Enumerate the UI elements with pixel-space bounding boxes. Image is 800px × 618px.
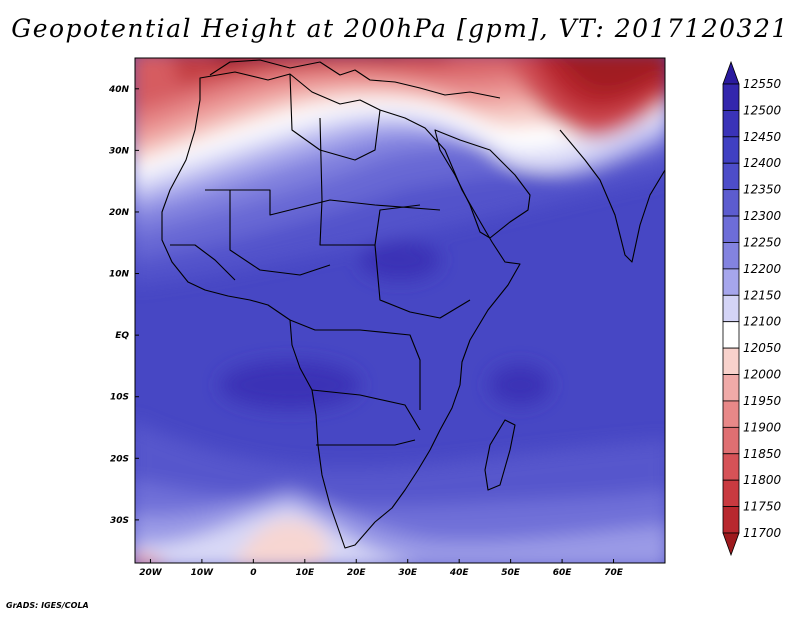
lat-tick-label: EQ xyxy=(115,331,129,341)
colorbar-swatch xyxy=(722,215,740,243)
colorbar-swatch xyxy=(722,83,740,111)
lat-tick-label: 30S xyxy=(110,516,129,526)
longitude-axis: 20W 10W 0 10E 20E 30E 40E 50E 60E 70E xyxy=(139,559,624,578)
colorbar-swatch xyxy=(722,189,740,217)
colorbar-label: 11800 xyxy=(743,473,782,487)
colorbar-label: 12300 xyxy=(743,209,782,223)
colorbar-label: 12050 xyxy=(743,341,782,355)
lat-tick-label: 40N xyxy=(108,85,130,95)
colorbar-swatch xyxy=(722,110,740,138)
colorbar-label: 11950 xyxy=(743,394,782,408)
colorbar-label: 12550 xyxy=(743,77,782,91)
colorbar-swatch xyxy=(722,136,740,164)
coastlines xyxy=(161,59,665,549)
colorbar-swatch xyxy=(722,60,740,85)
colorbar-swatch xyxy=(722,347,740,375)
plot-frame xyxy=(134,57,666,564)
colorbar-label: 11850 xyxy=(743,447,782,461)
colorbar: 12550 12500 12450 12400 12350 12300 12250 12200… xyxy=(722,60,782,557)
colorbar-swatch xyxy=(722,453,740,481)
colorbar-swatch xyxy=(722,374,740,402)
lat-tick-label: 10N xyxy=(109,270,130,280)
colorbar-label: 12100 xyxy=(743,315,782,329)
colorbar-swatch xyxy=(722,479,740,507)
colorbar-swatch xyxy=(722,321,740,349)
map-title: Geopotential Height at 200hPa [gpm], VT:… xyxy=(11,14,789,43)
lat-tick-label: 20S xyxy=(110,454,129,464)
lat-tick-label: 20N xyxy=(109,208,130,218)
colorbar-label: 12000 xyxy=(743,368,782,382)
colorbar-swatch xyxy=(722,426,740,455)
colorbar-label: 12350 xyxy=(743,183,782,197)
lon-tick-label: 20E xyxy=(347,568,367,578)
colorbar-swatch xyxy=(722,294,740,323)
colorbar-swatch xyxy=(722,532,740,557)
lon-tick-label: 0 xyxy=(250,568,256,578)
colorbar-label: 12150 xyxy=(743,288,782,302)
geopotential-field xyxy=(135,58,665,563)
lon-tick-label: 40E xyxy=(449,568,470,578)
colorbar-label: 12500 xyxy=(743,103,782,117)
colorbar-label: 11900 xyxy=(743,420,782,434)
colorbar-label: 12200 xyxy=(743,262,782,276)
colorbar-label: 12450 xyxy=(743,130,782,144)
lon-tick-label: 30E xyxy=(398,568,418,578)
colorbar-swatch xyxy=(722,242,740,270)
colorbar-label: 12250 xyxy=(743,235,782,249)
grads-credit: GrADS: IGES/COLA xyxy=(6,601,89,610)
lat-tick-label: 30N xyxy=(109,146,130,156)
lat-tick-label: 10S xyxy=(110,393,129,403)
colorbar-swatch xyxy=(722,400,740,428)
latitude-axis: 40N 30N 20N 10N EQ 10S 20S 30S xyxy=(108,85,139,526)
colorbar-label: 11700 xyxy=(743,526,782,540)
colorbar-swatch xyxy=(722,162,740,191)
colorbar-label: 12400 xyxy=(743,156,782,170)
lon-tick-label: 70E xyxy=(604,568,624,578)
lon-tick-label: 20W xyxy=(139,568,163,578)
colorbar-swatch xyxy=(722,506,740,534)
lon-tick-label: 50E xyxy=(501,568,521,578)
colorbar-label: 11750 xyxy=(743,500,782,514)
lon-tick-label: 10E xyxy=(295,568,315,578)
colorbar-swatch xyxy=(722,268,740,296)
lon-tick-label: 10W xyxy=(191,568,215,578)
lon-tick-label: 60E xyxy=(553,568,573,578)
